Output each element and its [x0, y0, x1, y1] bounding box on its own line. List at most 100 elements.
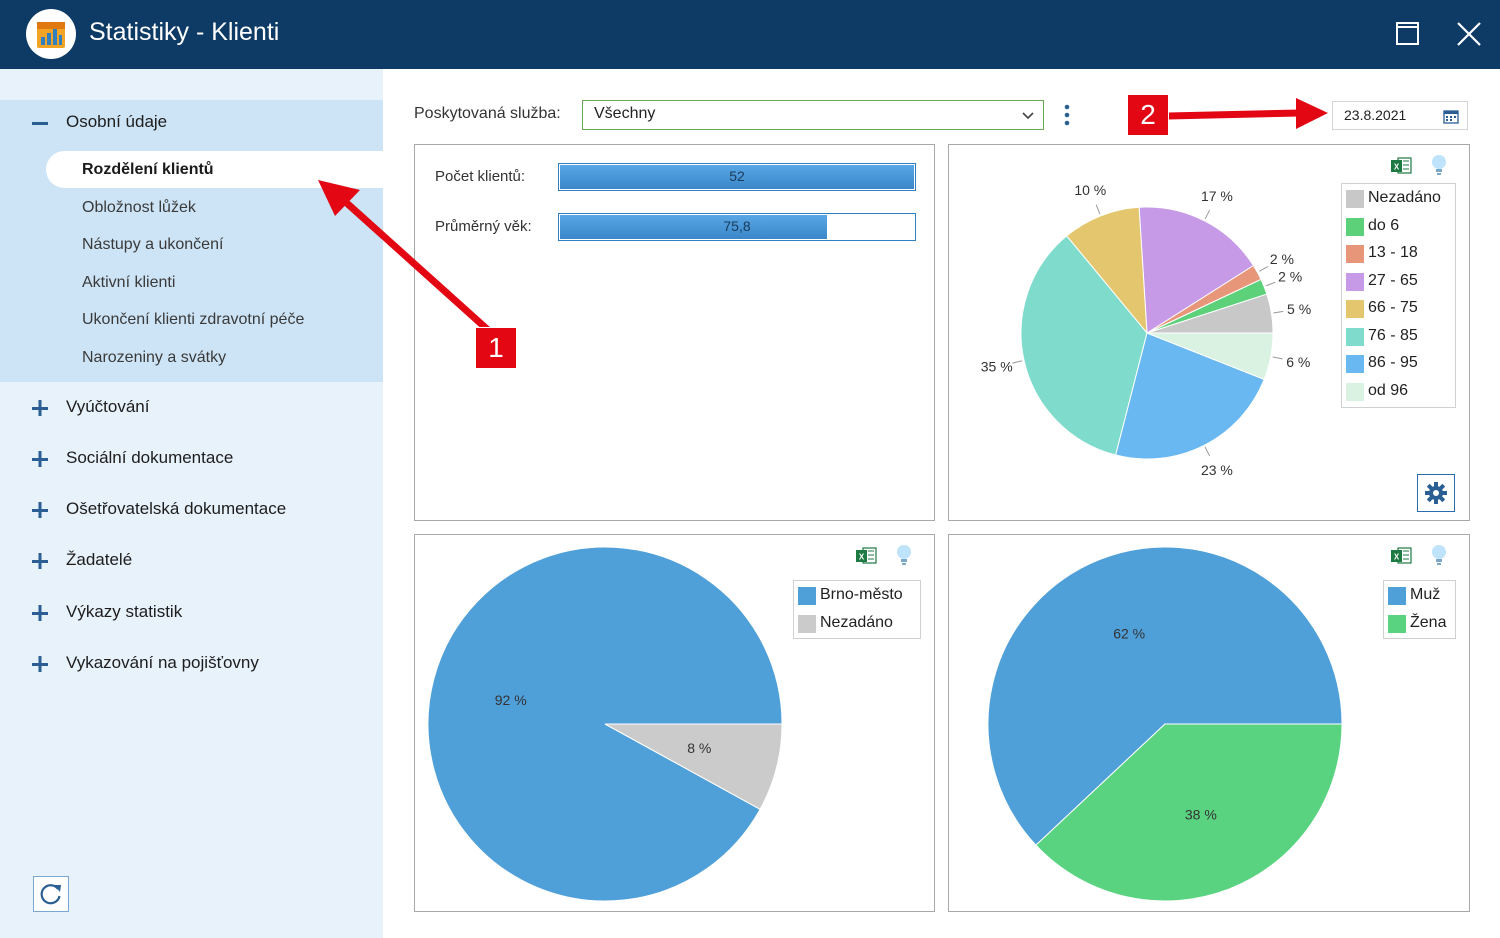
plus-icon	[32, 400, 48, 416]
section-header-zadatele[interactable]: Žadatelé	[0, 544, 383, 584]
sidebar-item-aktivni-klienti[interactable]: Aktivní klienti	[82, 274, 176, 291]
legend-label: 76 - 85	[1368, 326, 1418, 344]
legend-item: 13 - 18	[1342, 240, 1455, 268]
section-label: Žadatelé	[66, 550, 133, 569]
pie-slice	[1115, 332, 1265, 460]
section-header-vykazovani-na-pojistovny[interactable]: Vykazování na pojišťovny	[0, 647, 383, 687]
section-label: Osobní údaje	[66, 112, 168, 131]
section-label: Sociální dokumentace	[66, 448, 234, 467]
client-count-value: 52	[729, 168, 745, 184]
legend-item: 27 - 65	[1342, 268, 1455, 296]
legend-label: Žena	[1410, 613, 1447, 631]
pie-slice	[987, 546, 1343, 846]
sidebar-item-rozdeleni-klientu[interactable]: Rozdělení klientů	[46, 151, 383, 188]
legend-item: Nezadáno	[1342, 185, 1455, 213]
section-header-osetrovatelska-dokumentace[interactable]: Ošetřovatelská dokumentace	[0, 493, 383, 533]
plus-icon	[32, 553, 48, 569]
section-osobni-udaje: Osobní údaje Rozdělení klientů Obložnost…	[0, 100, 383, 382]
client-count-bar-fill	[560, 165, 914, 189]
sidebar-item-nastupy-a-ukonceni[interactable]: Nástupy a ukončení	[82, 236, 224, 253]
leader-line	[1012, 360, 1023, 364]
legend-item: Brno-město	[794, 582, 920, 610]
plus-icon	[32, 656, 48, 672]
svg-text:X: X	[1394, 163, 1400, 172]
legend-label: od 96	[1368, 381, 1409, 399]
close-button[interactable]	[1449, 14, 1489, 54]
legend-label: Nezadáno	[820, 613, 893, 631]
section-header-vyuctovani[interactable]: Vyúčtování	[0, 391, 383, 431]
legend-item: Muž	[1384, 582, 1455, 610]
section-header-socialni-dokumentace[interactable]: Sociální dokumentace	[0, 442, 383, 482]
slice-label: 62 %	[1113, 625, 1145, 641]
leader-line	[1272, 356, 1283, 360]
refresh-button[interactable]	[33, 876, 69, 912]
legend-item: 76 - 85	[1342, 323, 1455, 351]
sidebar-item-ukonceni-klienti[interactable]: Ukončení klienti zdravotní péče	[82, 311, 305, 328]
legend-swatch	[1388, 614, 1406, 633]
service-label: Poskytovaná služba:	[414, 105, 561, 122]
export-excel-button[interactable]: X	[855, 543, 879, 569]
average-age-value: 75,8	[723, 218, 751, 234]
calendar-icon[interactable]	[1443, 109, 1459, 124]
pie-slice	[1138, 206, 1255, 334]
annotation-callout-2: 2	[1127, 94, 1169, 136]
sidebar-item-narozeniny[interactable]: Narozeniny a svátky	[82, 349, 227, 366]
pie-slice	[604, 723, 783, 810]
maximize-button[interactable]	[1388, 14, 1428, 54]
hint-button[interactable]	[892, 542, 916, 568]
legend-label: 27 - 65	[1368, 271, 1418, 289]
legend-swatch	[1346, 300, 1364, 318]
svg-text:X: X	[1394, 553, 1400, 562]
slice-label: 8 %	[687, 740, 711, 756]
leader-line	[1273, 310, 1284, 314]
legend-label: 13 - 18	[1368, 244, 1418, 261]
pie-slice	[1146, 332, 1274, 381]
legend-swatch	[1346, 217, 1364, 236]
gender-pie-chart: 62 % 38 %	[987, 546, 1343, 902]
pie-slice	[427, 546, 783, 902]
legend-swatch	[1346, 327, 1364, 346]
date-picker[interactable]: 23.8.2021	[1332, 101, 1468, 130]
hint-button[interactable]	[1427, 542, 1451, 568]
section-header-osobni-udaje[interactable]: Osobní údaje	[0, 106, 383, 146]
legend-label: 66 - 75	[1368, 299, 1418, 316]
section-label: Výkazy statistik	[66, 602, 183, 621]
client-count-label: Počet klientů:	[435, 168, 526, 185]
leader-line	[1204, 209, 1211, 220]
slice-label: 17 %	[1201, 188, 1233, 204]
chart-settings-button[interactable]	[1417, 474, 1455, 512]
gender-pie-legend: Muž Žena	[1383, 580, 1456, 639]
leader-line	[1204, 446, 1211, 457]
slice-label: 2 %	[1270, 251, 1294, 267]
legend-item: od 96	[1342, 378, 1455, 406]
region-pie-panel: 92 % 8 % X Brno-město Nezadáno	[414, 534, 935, 912]
plus-icon	[32, 605, 48, 621]
export-excel-button[interactable]: X	[1390, 153, 1414, 179]
section-label: Vyúčtování	[66, 397, 150, 416]
legend-item: do 6	[1342, 213, 1455, 241]
hint-button[interactable]	[1427, 152, 1451, 178]
gender-pie-panel: 62 % 38 % X Muž Žena	[948, 534, 1470, 912]
minus-icon	[32, 122, 48, 125]
date-value: 23.8.2021	[1344, 107, 1407, 123]
svg-text:X: X	[859, 553, 865, 562]
annotation-callout-1: 1	[475, 327, 517, 369]
slice-label: 35 %	[981, 359, 1013, 375]
service-dropdown-value: Všechny	[594, 105, 656, 122]
lightbulb-icon	[1432, 545, 1446, 565]
pie-slice	[1035, 723, 1343, 902]
pie-slice	[1065, 206, 1148, 335]
export-excel-button[interactable]: X	[1390, 543, 1414, 569]
excel-icon: X	[856, 547, 877, 564]
maximize-icon	[1396, 22, 1419, 45]
plus-icon	[32, 502, 48, 518]
legend-label: do 6	[1368, 216, 1400, 234]
service-dropdown[interactable]: Všechny	[582, 100, 1044, 130]
close-icon	[1457, 22, 1481, 46]
excel-icon: X	[1391, 547, 1412, 564]
sidebar-item-oblozenost-luzek[interactable]: Obložnost lůžek	[82, 199, 196, 216]
kebab-menu-button[interactable]	[1058, 101, 1076, 129]
excel-icon: X	[1391, 157, 1412, 174]
average-age-bar: 75,8	[558, 213, 916, 241]
section-header-vykazy-statistik[interactable]: Výkazy statistik	[0, 596, 383, 636]
